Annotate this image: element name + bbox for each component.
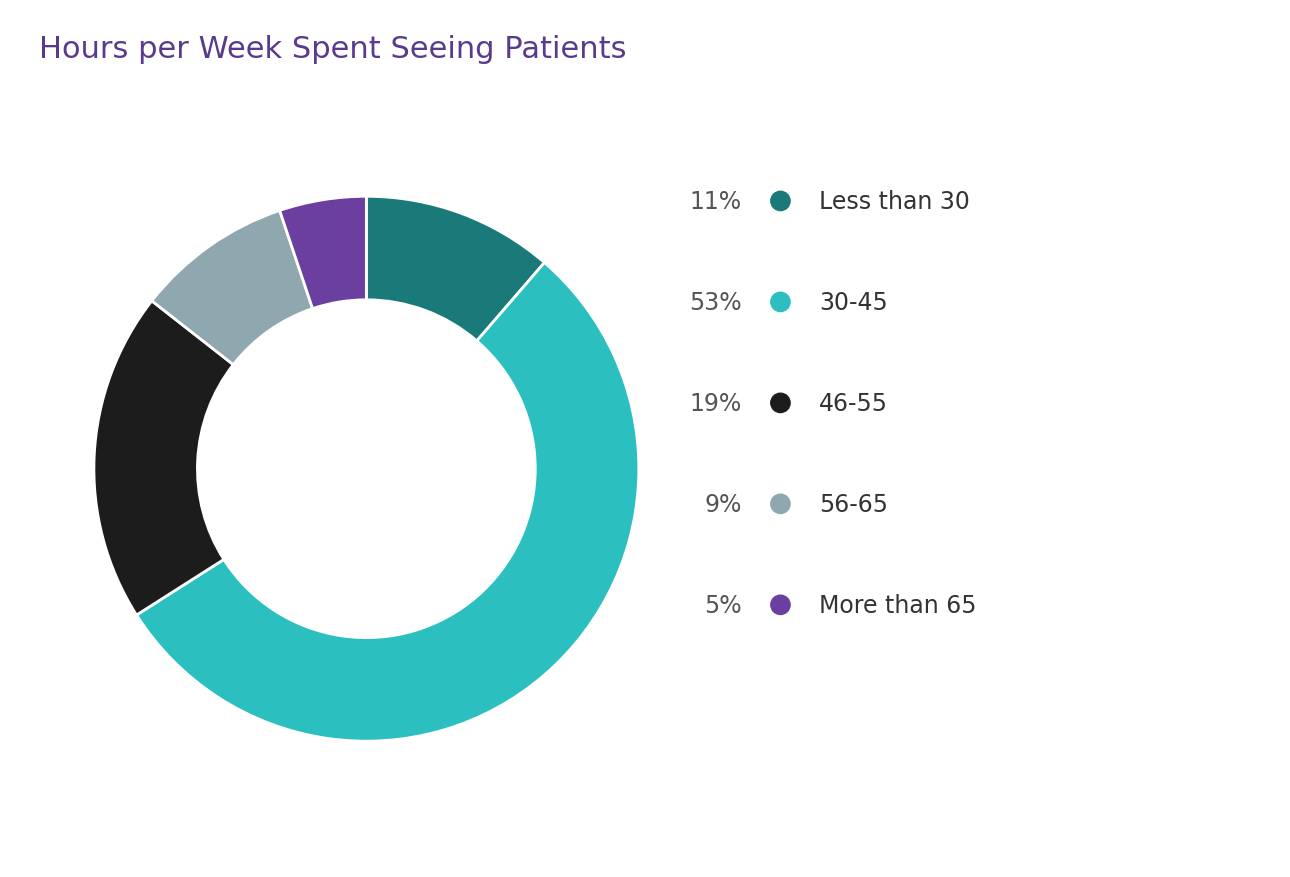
Wedge shape	[280, 197, 366, 310]
Text: 11%: 11%	[690, 189, 742, 214]
Text: Hours per Week Spent Seeing Patients: Hours per Week Spent Seeing Patients	[39, 35, 626, 64]
Text: 53%: 53%	[689, 290, 742, 315]
Wedge shape	[152, 211, 312, 365]
Text: 46-55: 46-55	[819, 391, 888, 416]
Text: 56-65: 56-65	[819, 492, 888, 517]
Text: More than 65: More than 65	[819, 593, 977, 617]
Text: 5%: 5%	[704, 593, 742, 617]
Text: 30-45: 30-45	[819, 290, 888, 315]
Wedge shape	[366, 197, 544, 341]
Text: Less than 30: Less than 30	[819, 189, 970, 214]
Text: 19%: 19%	[689, 391, 742, 416]
Text: 9%: 9%	[704, 492, 742, 517]
Wedge shape	[137, 263, 639, 741]
Wedge shape	[94, 302, 233, 616]
